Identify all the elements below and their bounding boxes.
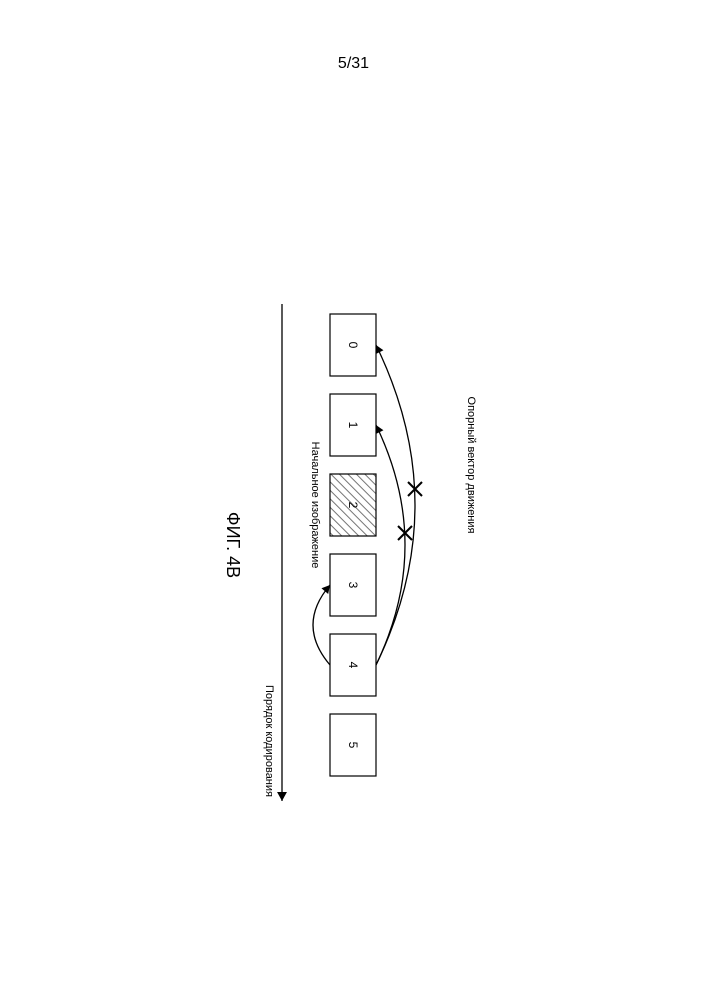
svg-text:Опорный вектор движения: Опорный вектор движения xyxy=(465,397,477,534)
svg-text:Начальное изображение: Начальное изображение xyxy=(309,442,321,569)
svg-text:1: 1 xyxy=(346,422,360,429)
svg-text:Порядок кодирования: Порядок кодирования xyxy=(263,685,275,797)
svg-text:4: 4 xyxy=(346,662,360,669)
figure-canvas: 0 1 2 3 4 5 Опорный вектор движения Начальное и… xyxy=(0,0,707,1000)
svg-text:3: 3 xyxy=(346,582,360,589)
svg-text:2: 2 xyxy=(346,502,360,509)
svg-text:5: 5 xyxy=(346,742,360,749)
svg-text:0: 0 xyxy=(346,342,360,349)
svg-text:ФИГ. 4B: ФИГ. 4B xyxy=(223,512,243,578)
